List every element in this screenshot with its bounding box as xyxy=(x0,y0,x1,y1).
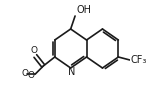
Text: O: O xyxy=(21,69,28,78)
Text: O: O xyxy=(31,46,38,55)
Text: O: O xyxy=(27,70,34,80)
Text: CF₃: CF₃ xyxy=(131,55,147,65)
Text: OH: OH xyxy=(77,5,92,15)
Text: N: N xyxy=(68,67,75,77)
